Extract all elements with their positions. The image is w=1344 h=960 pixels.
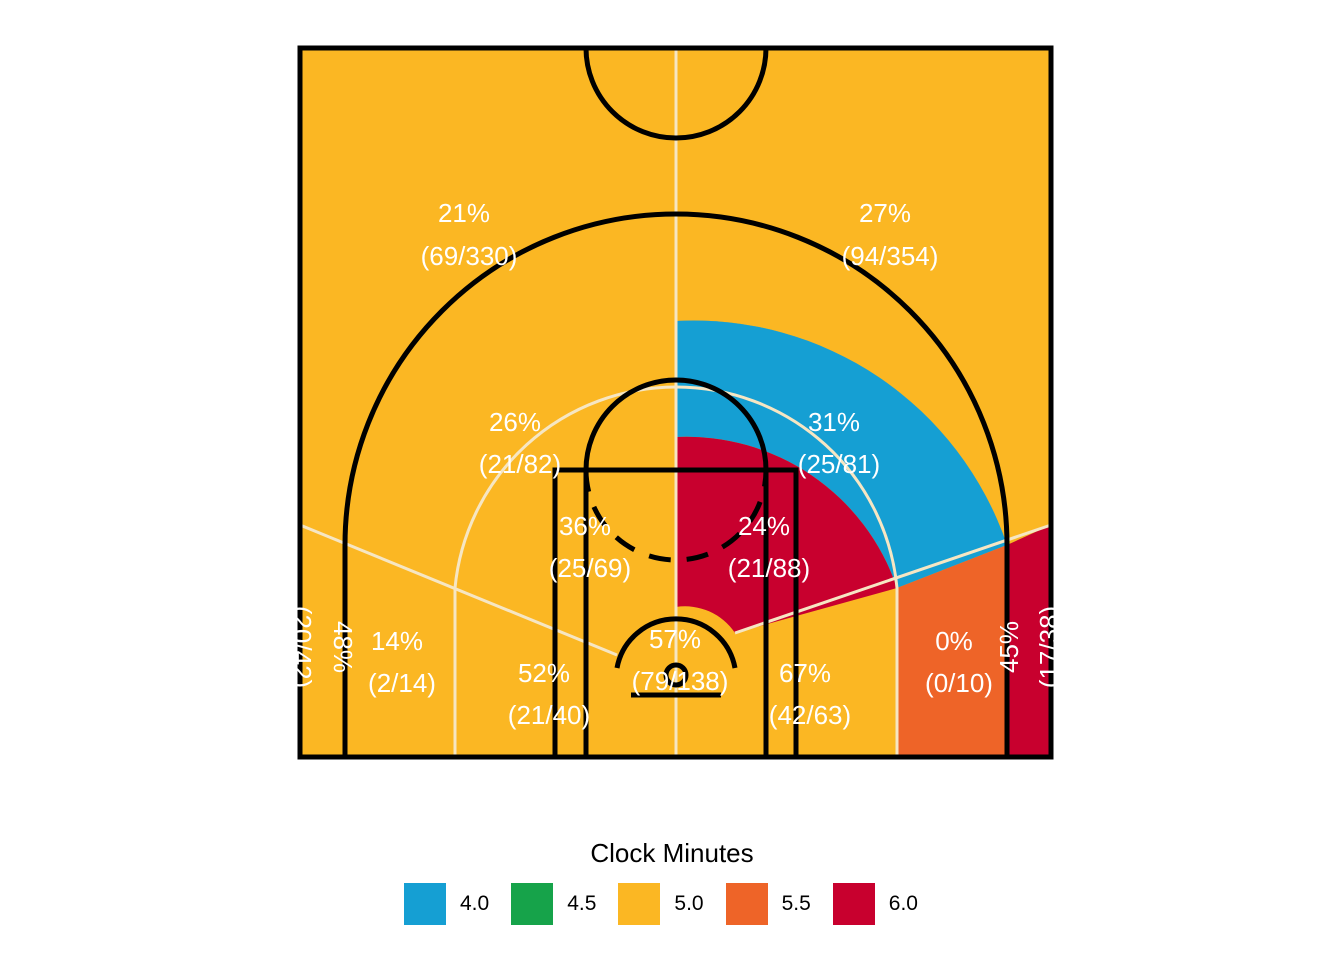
zone-boundaries: [299, 48, 1052, 757]
label-mid-right-elbow-pct: 24%: [738, 511, 790, 541]
label-backcourt-right-shots: (94/354): [842, 241, 939, 271]
label-three-right-wing-pct: 31%: [808, 407, 860, 437]
hoop: [663, 662, 689, 688]
label-three-left-wing-shots: (21/82): [479, 449, 561, 479]
free-throw-circle-bottom: [583, 469, 769, 563]
legend-swatch: [832, 883, 875, 925]
legend-title: Clock Minutes: [590, 838, 754, 868]
zone-mid-right-baseline: [897, 545, 1007, 757]
label-mid-left-elbow-shots: (25/69): [549, 553, 631, 583]
restricted-arc: [614, 616, 738, 669]
label-mid-left-baseline-pct: 14%: [371, 626, 423, 656]
zone-divider-right-diagonal: [734, 523, 1052, 635]
label-mid-right-baseline-shots: (0/10): [925, 668, 993, 698]
label-mid-left-baseline-shots: (2/14): [368, 668, 436, 698]
label-three-right-wing-shots: (25/81): [798, 449, 880, 479]
legend-swatch: [403, 883, 446, 925]
label-paint-right-pct: 67%: [779, 658, 831, 688]
label-corner-three-left-pct: 48%: [328, 621, 358, 673]
label-restricted-area-shots: (79/138): [632, 666, 729, 696]
court-lines: [297, 45, 1054, 760]
legend-item: 5.0: [618, 883, 704, 925]
shot-chart-court: 21% (69/330) 27% (94/354) 26% (21/82) 31…: [287, 45, 1064, 760]
label-mid-right-baseline-pct: 0%: [935, 626, 973, 656]
zone-labels: 21% (69/330) 27% (94/354) 26% (21/82) 31…: [287, 198, 1064, 730]
legend-label: 5.5: [781, 892, 811, 915]
label-backcourt-left-pct: 21%: [438, 198, 490, 228]
zone-divider-midrange-arc: [453, 385, 899, 757]
label-mid-right-elbow-shots: (21/88): [728, 553, 810, 583]
zone-backcourt-right-fill: [676, 48, 1051, 545]
label-three-left-wing-pct: 26%: [489, 407, 541, 437]
label-corner-three-right-shots: (17/38): [1034, 606, 1064, 688]
legend-swatch: [725, 883, 768, 925]
label-backcourt-right-pct: 27%: [859, 198, 911, 228]
free-throw-circle-top: [583, 377, 769, 471]
legend-items: 4.0 4.5 5.0 5.5 6.0: [403, 883, 940, 925]
legend-label: 4.5: [567, 892, 597, 915]
center-circle: [583, 47, 769, 141]
label-paint-left-shots: (21/40): [508, 700, 590, 730]
label-corner-three-right-pct: 45%: [994, 621, 1024, 673]
label-backcourt-left-shots: (69/330): [421, 241, 518, 271]
label-paint-right-shots: (42/63): [769, 700, 851, 730]
label-mid-left-elbow-pct: 36%: [559, 511, 611, 541]
legend-item: 6.0: [832, 883, 918, 925]
legend: Clock Minutes 4.0 4.5 5.0 5.5 6.0: [0, 838, 1344, 930]
legend-swatch: [511, 883, 554, 925]
zone-corner-three-right: [1007, 525, 1051, 757]
legend-swatch: [618, 883, 661, 925]
legend-label: 6.0: [888, 892, 918, 915]
zone-mid-right-elbow: [676, 436, 897, 633]
legend-item: 4.5: [511, 883, 596, 925]
label-restricted-area-pct: 57%: [649, 624, 701, 654]
legend-item: 4.0: [403, 883, 490, 925]
legend-item: 5.5: [725, 883, 811, 925]
zone-three-right-wing-band: [676, 320, 1007, 588]
three-point-line: [342, 211, 1010, 757]
lane-inner: [583, 467, 769, 760]
label-corner-three-left-shots: (20/42): [287, 606, 317, 688]
label-paint-left-pct: 52%: [518, 658, 570, 688]
legend-label: 4.0: [459, 892, 490, 915]
zone-divider-left-diagonal: [299, 523, 618, 657]
legend-label: 5.0: [674, 892, 704, 915]
